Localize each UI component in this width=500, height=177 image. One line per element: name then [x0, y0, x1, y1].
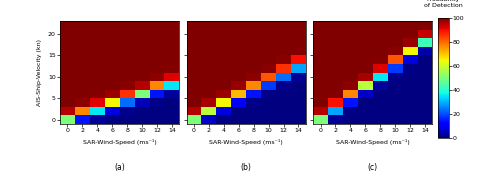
X-axis label: SAR-Wind-Speed (ms⁻¹): SAR-Wind-Speed (ms⁻¹) [210, 139, 283, 145]
Text: Probability
of Detection: Probability of Detection [424, 0, 463, 8]
X-axis label: SAR-Wind-Speed (ms⁻¹): SAR-Wind-Speed (ms⁻¹) [336, 139, 409, 145]
Text: (a): (a) [114, 163, 125, 172]
Text: (b): (b) [241, 163, 252, 172]
Text: (c): (c) [368, 163, 378, 172]
X-axis label: SAR-Wind-Speed (ms⁻¹): SAR-Wind-Speed (ms⁻¹) [83, 139, 156, 145]
Y-axis label: AIS-Ship-Velocity (kn): AIS-Ship-Velocity (kn) [38, 39, 43, 106]
